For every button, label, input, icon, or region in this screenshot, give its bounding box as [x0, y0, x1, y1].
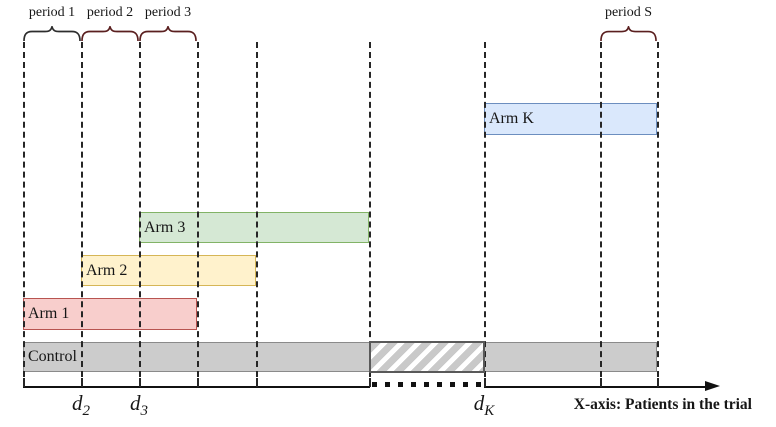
guide-line-5: [256, 42, 258, 387]
guide-line-2: [81, 42, 83, 387]
axis-tick: [81, 378, 83, 387]
control-bar: Control: [23, 342, 657, 372]
guide-line-6: [369, 42, 371, 387]
period-s-label: period S: [604, 5, 653, 20]
x-axis-arrowhead-icon: [705, 381, 720, 391]
guide-line-3: [139, 42, 141, 387]
period-1-label: period 1: [28, 5, 76, 20]
control-elided-hatch: [369, 341, 485, 373]
period-2-brace-icon: [81, 26, 139, 41]
guide-line-9: [657, 42, 659, 387]
period-2-label: period 2: [86, 5, 134, 20]
period-s-brace-icon: [600, 26, 657, 41]
guide-line-8: [600, 42, 602, 387]
arm-2-label: Arm 2: [86, 261, 128, 279]
x-axis-dotted-break: [372, 382, 482, 387]
period-3-label: period 3: [144, 5, 192, 20]
arm-3-label: Arm 3: [144, 218, 186, 236]
guide-line-4: [197, 42, 199, 387]
arm-1-label: Arm 1: [28, 305, 70, 322]
guide-line-7: [484, 42, 486, 387]
period-3-brace-icon: [139, 26, 197, 41]
axis-tick: [600, 378, 602, 387]
axis-tick: [23, 378, 25, 387]
arm-k-bar: Arm K: [484, 103, 657, 135]
control-label: Control: [28, 348, 77, 365]
axis-tick: [139, 378, 141, 387]
x-axis-title: X-axis: Patients in the trial: [573, 396, 752, 413]
tick-label-dk: dK: [473, 391, 495, 420]
guide-line-1: [23, 42, 25, 387]
arm-2-bar: Arm 2: [81, 255, 256, 286]
arm-1-bar: Arm 1: [23, 298, 197, 330]
x-axis-segment-right: [484, 386, 706, 388]
axis-tick: [197, 378, 199, 387]
axis-tick: [369, 378, 371, 387]
x-axis-segment-left: [23, 386, 370, 388]
axis-tick: [484, 378, 486, 387]
tick-label-d3: d3: [130, 391, 148, 420]
axis-tick: [256, 378, 258, 387]
axis-tick: [657, 378, 659, 387]
arm-k-label: Arm K: [489, 110, 534, 127]
tick-label-d2: d2: [72, 391, 90, 420]
arm-3-bar: Arm 3: [139, 212, 369, 243]
period-1-brace-icon: [23, 26, 81, 41]
